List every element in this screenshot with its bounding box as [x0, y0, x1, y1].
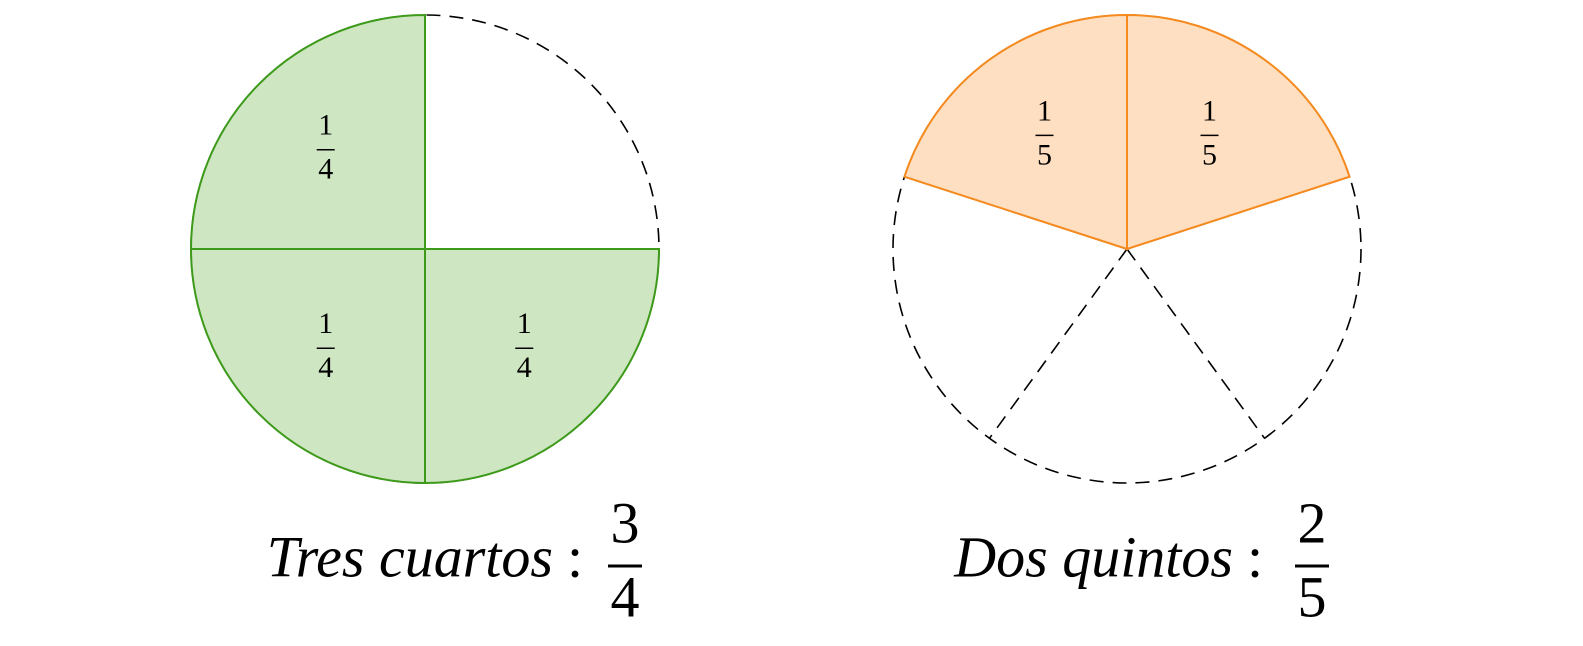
sector-label-denominator: 4 — [318, 351, 333, 384]
caption-separator: : — [567, 524, 583, 589]
sector-label-numerator: 1 — [318, 307, 333, 340]
shaded-sector — [189, 248, 426, 485]
dashed-radius — [1126, 248, 1266, 439]
caption: Dos quintos — [953, 524, 1233, 589]
caption-fraction-numerator: 3 — [611, 490, 640, 555]
sector-label-denominator: 4 — [517, 351, 532, 384]
shaded-sector — [424, 248, 661, 485]
sector-label-numerator: 1 — [318, 109, 333, 142]
sector-label-denominator: 5 — [1202, 138, 1217, 171]
shaded-sector — [903, 13, 1128, 251]
caption-fraction-numerator: 2 — [1298, 490, 1327, 555]
caption-separator: : — [1247, 524, 1263, 589]
dashed-radius — [988, 248, 1128, 439]
sector-label-numerator: 1 — [1037, 94, 1052, 127]
sector-label-denominator: 5 — [1037, 138, 1052, 171]
caption-fraction-denominator: 4 — [611, 564, 640, 629]
caption-fraction-denominator: 5 — [1298, 564, 1327, 629]
sector-label-denominator: 4 — [318, 153, 333, 186]
shaded-sector — [1126, 13, 1351, 251]
shaded-sector — [189, 13, 426, 250]
sector-label-numerator: 1 — [1202, 94, 1217, 127]
caption: Tres cuartos — [267, 524, 553, 589]
sector-label-numerator: 1 — [517, 307, 532, 340]
dashed-circle — [892, 14, 1362, 484]
